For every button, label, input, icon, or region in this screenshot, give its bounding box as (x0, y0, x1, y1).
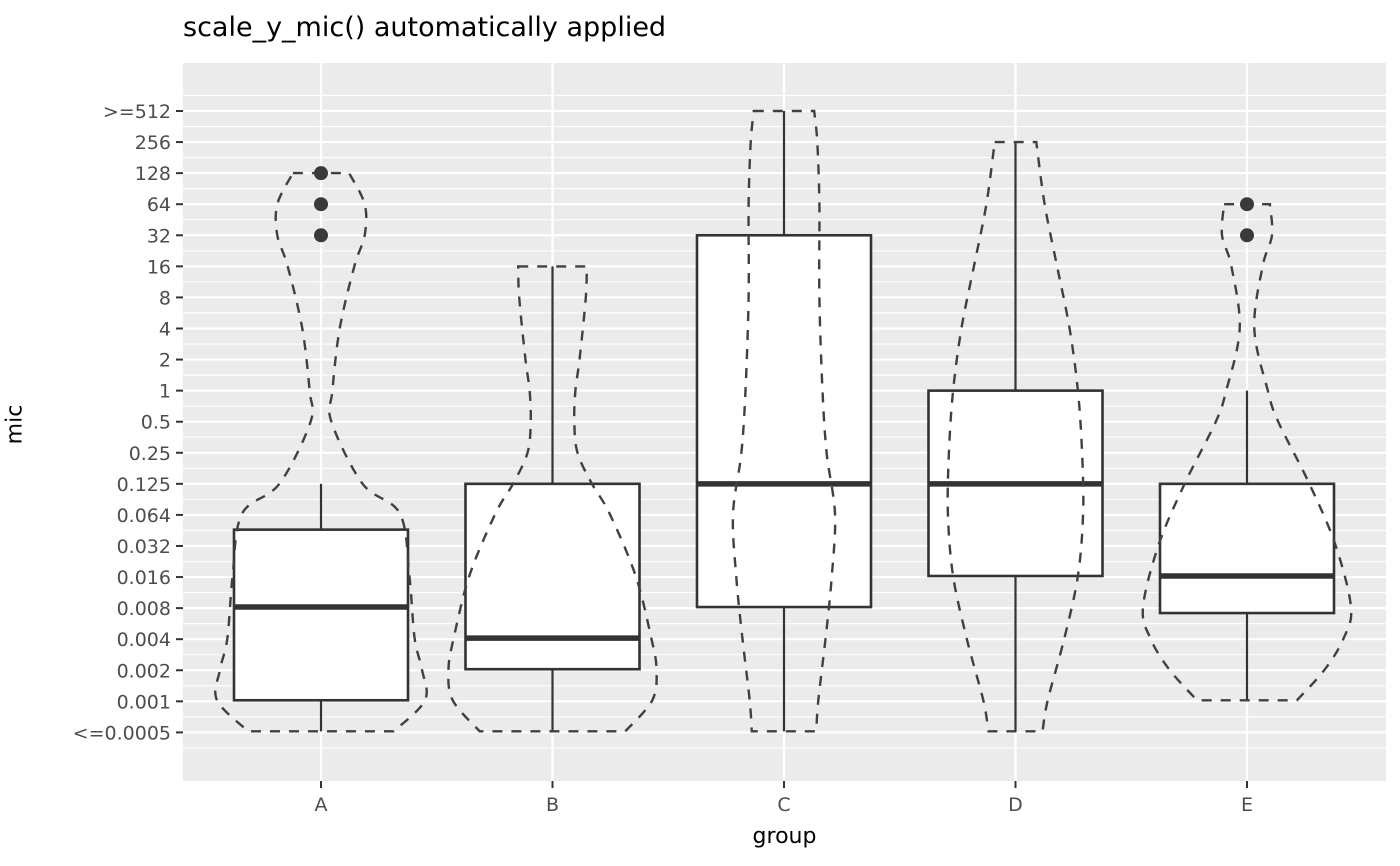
outlier-dot (314, 228, 328, 243)
y-tick-label: <=0.0005 (73, 722, 171, 744)
violin-outline (214, 171, 428, 733)
outlier-dot (1240, 228, 1254, 243)
y-tick-label: 0.064 (117, 505, 171, 527)
x-axis-title: group (752, 824, 817, 849)
y-axis-title: mic (2, 404, 28, 445)
y-tick-label: 128 (135, 163, 171, 185)
y-tick-label: 0.016 (117, 567, 171, 589)
box-iqr (232, 528, 410, 702)
y-tick-label: 0.032 (117, 536, 171, 558)
y-tick-label: >=512 (103, 101, 171, 123)
y-tick-label: 0.001 (117, 691, 171, 713)
box-iqr (464, 482, 641, 671)
y-tick-label: 16 (147, 256, 171, 278)
x-tick-label: D (1008, 794, 1023, 816)
box-iqr (695, 233, 873, 609)
y-tick-label: 256 (135, 132, 171, 154)
y-tick-label: 0.002 (117, 660, 171, 682)
y-tick-label: 4 (159, 318, 171, 340)
y-tick-label: 0.5 (141, 412, 171, 434)
y-tick-label: 64 (147, 194, 171, 216)
violin-outline (731, 109, 837, 733)
x-tick-label: A (315, 794, 328, 816)
x-tick-label: B (546, 794, 559, 816)
violin-outline (1141, 203, 1353, 702)
outlier-dot (314, 197, 328, 212)
axis-tick-labels: >=512 256 128 64 32 16 8 4 2 1 0.5 0.25 0.125 0.064 0.… (73, 101, 1253, 816)
axis-ticks (176, 110, 1248, 788)
x-tick-label: C (777, 794, 790, 816)
group-B (447, 265, 658, 733)
y-tick-label: 0.004 (117, 629, 171, 651)
y-tick-label: 2 (159, 350, 171, 372)
group-A (214, 166, 428, 733)
outlier-dot (314, 166, 328, 181)
outlier-dot (1240, 197, 1254, 212)
x-tick-label: E (1241, 794, 1253, 816)
y-tick-label: 0.008 (117, 598, 171, 620)
group-E (1141, 197, 1353, 702)
plot-title: scale_y_mic() automatically applied (183, 12, 667, 43)
box-iqr (1158, 482, 1336, 615)
group-C (695, 109, 873, 733)
y-tick-label: 8 (159, 287, 171, 309)
y-tick-label: 0.25 (129, 443, 171, 465)
y-tick-label: 32 (147, 225, 171, 247)
y-tick-label: 0.125 (117, 474, 171, 496)
y-tick-label: 1 (159, 381, 171, 403)
group-D (927, 140, 1104, 733)
